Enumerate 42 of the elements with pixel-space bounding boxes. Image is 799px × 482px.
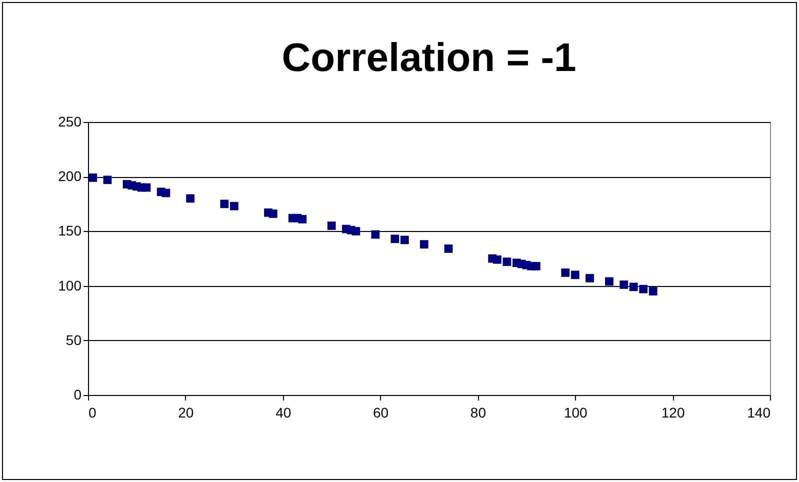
point (103, 176, 112, 184)
point (639, 284, 648, 294)
point (327, 222, 336, 230)
point (352, 227, 360, 236)
point (88, 174, 98, 182)
point (586, 274, 594, 282)
point (420, 240, 428, 248)
point (220, 200, 229, 208)
x-tick-label: 140 (747, 404, 771, 420)
point (570, 270, 580, 280)
point (186, 194, 194, 203)
point (502, 258, 512, 266)
x-tick-label: 0 (88, 404, 96, 420)
point (230, 202, 238, 210)
chart-title: Correlation = -1 (282, 36, 576, 80)
x-tick-label: 100 (564, 404, 588, 420)
point (142, 183, 151, 192)
point (561, 268, 570, 277)
point (629, 282, 638, 292)
point (648, 287, 658, 296)
point (444, 244, 453, 253)
point (605, 277, 614, 286)
x-tick-label: 80 (470, 404, 486, 420)
point (532, 262, 540, 270)
point (298, 215, 307, 224)
x-tick-label: 60 (372, 404, 389, 420)
y-tick-label: 50 (66, 332, 82, 348)
y-tick-label: 250 (58, 114, 82, 130)
point (620, 280, 628, 289)
y-tick-label: 150 (58, 222, 82, 239)
point (400, 236, 409, 244)
x-tick-label: 120 (661, 404, 685, 420)
point (390, 234, 400, 244)
point (371, 230, 380, 239)
x-tick-label: 20 (178, 404, 194, 420)
y-tick-label: 0 (74, 386, 82, 402)
point (493, 255, 502, 264)
y-tick-label: 200 (58, 168, 82, 184)
y-tick-label: 100 (58, 277, 82, 294)
x-tick-label: 40 (276, 404, 292, 420)
point (162, 188, 170, 198)
point (268, 210, 278, 218)
